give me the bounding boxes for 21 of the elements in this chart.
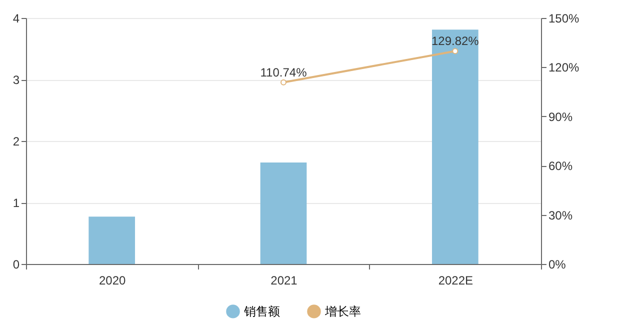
bar (432, 30, 478, 264)
y-tick-label: 2 (12, 134, 20, 148)
bar (88, 216, 136, 264)
y-tick-label: 4 (12, 12, 20, 26)
y2-tick-label: 60% (548, 159, 573, 174)
legend-label: 增长率 (324, 304, 361, 318)
y-tick-label: 1 (12, 196, 20, 210)
bar (260, 162, 307, 264)
y-tick-label: 3 (12, 73, 20, 87)
x-tick-label: 2022E (438, 274, 474, 288)
data-label: 110.74% (260, 65, 308, 80)
y2-tick-label: 150% (548, 12, 580, 26)
legend-label: 销售额 (243, 304, 280, 318)
data-label: 129.82% (431, 34, 480, 48)
x-tick-label: 2020 (98, 274, 126, 288)
y-tick-label: 0 (12, 258, 20, 272)
y2-tick-label: 120% (548, 60, 580, 75)
x-tick-label: 2021 (270, 274, 298, 288)
y2-tick-label: 90% (548, 110, 573, 124)
y2-tick-label: 0% (548, 258, 566, 272)
y2-tick-label: 30% (548, 208, 573, 222)
